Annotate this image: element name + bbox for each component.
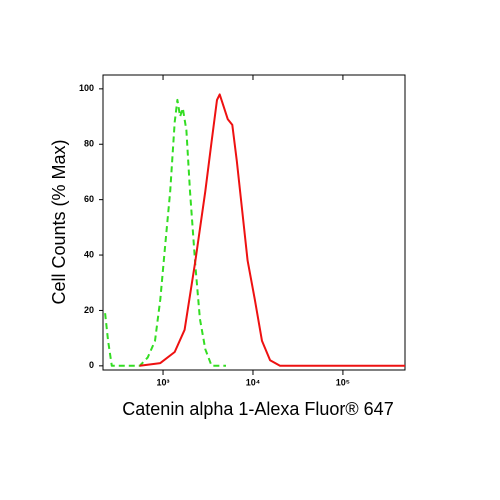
y-tick-label: 60 (84, 194, 94, 204)
y-tick-label: 20 (84, 305, 94, 315)
x-tick-label: 10⁵ (336, 377, 350, 387)
y-tick-label: 80 (84, 139, 94, 149)
series-line (104, 98, 226, 367)
plot-area (104, 93, 405, 367)
y-tick-label: 100 (79, 83, 94, 93)
x-tick-label: 10⁴ (246, 377, 260, 387)
y-axis-label: Cell Counts (% Max) (49, 139, 69, 304)
y-tick-label: 0 (89, 360, 94, 370)
y-tick-label: 40 (84, 249, 94, 259)
plot-frame (102, 74, 406, 371)
series-line (139, 93, 405, 367)
x-axis-label: Catenin alpha 1-Alexa Fluor® 647 (122, 399, 393, 419)
x-tick-label: 10³ (157, 377, 170, 387)
